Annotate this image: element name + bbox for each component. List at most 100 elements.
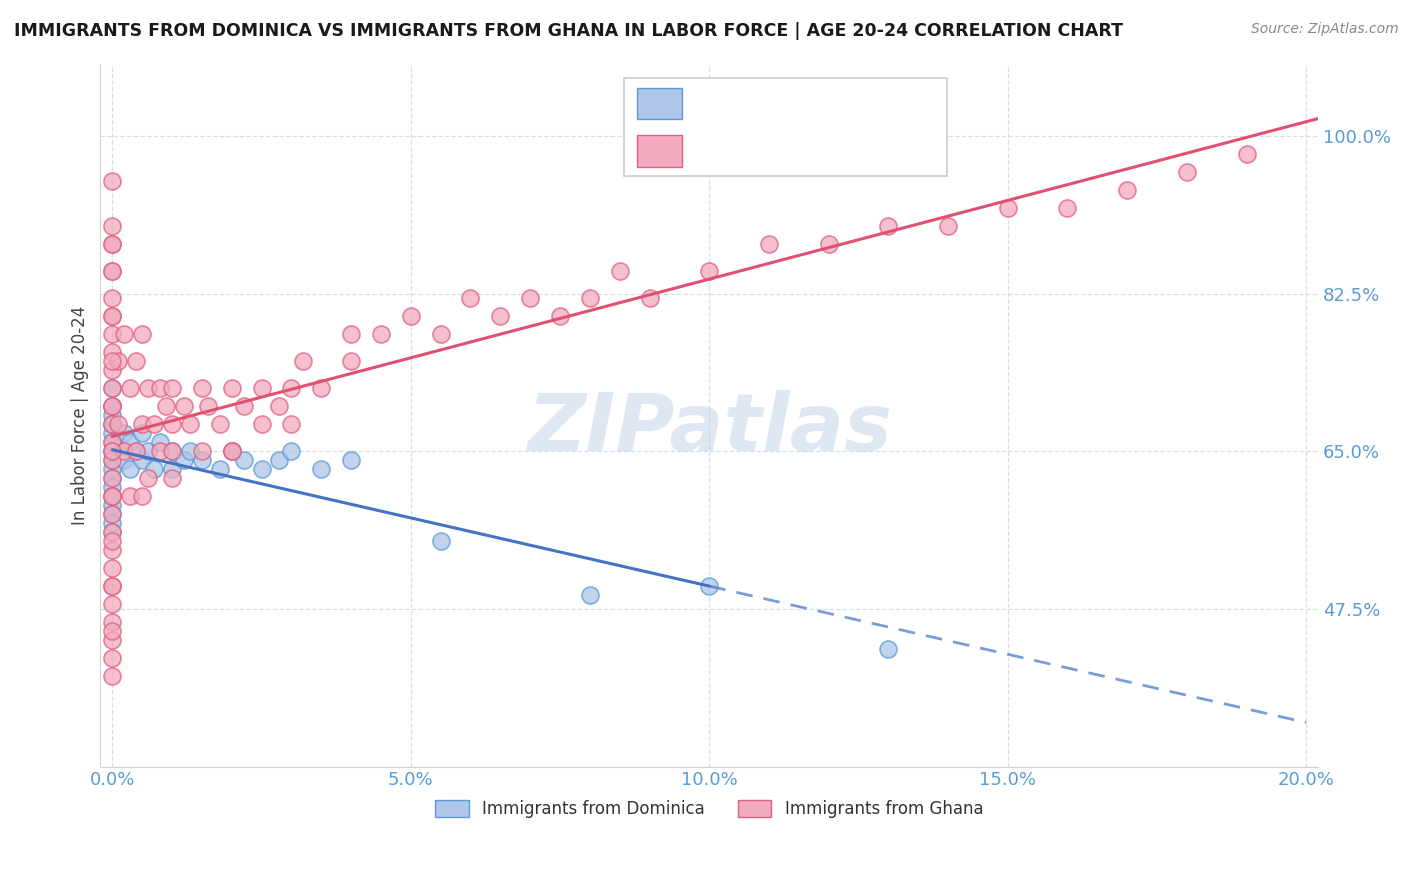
Point xyxy=(101,417,124,432)
Point xyxy=(101,489,124,503)
Point xyxy=(160,381,183,395)
Point xyxy=(112,327,135,342)
Point xyxy=(221,381,243,395)
Point xyxy=(280,444,302,458)
Point xyxy=(519,291,541,305)
Point xyxy=(101,363,124,377)
Point xyxy=(101,435,124,450)
Point xyxy=(125,444,148,458)
Point xyxy=(125,444,148,458)
Point xyxy=(160,462,183,476)
Point xyxy=(101,399,124,413)
Point xyxy=(340,453,363,467)
Point xyxy=(131,453,153,467)
Point xyxy=(101,417,124,432)
Point xyxy=(817,237,839,252)
Point xyxy=(143,417,166,432)
Point xyxy=(131,417,153,432)
Point xyxy=(101,264,124,278)
Point xyxy=(221,444,243,458)
Point xyxy=(1116,183,1139,197)
Point xyxy=(101,453,124,467)
Point xyxy=(101,624,124,639)
Point xyxy=(101,237,124,252)
Point xyxy=(208,462,231,476)
Point xyxy=(101,516,124,531)
Point xyxy=(149,435,172,450)
Point xyxy=(1056,201,1078,215)
Point xyxy=(173,399,195,413)
Point xyxy=(131,489,153,503)
Point xyxy=(120,462,142,476)
Point xyxy=(101,579,124,593)
Point xyxy=(340,354,363,368)
Point xyxy=(101,561,124,575)
Point xyxy=(149,444,172,458)
Point xyxy=(160,471,183,485)
Point xyxy=(101,444,124,458)
Point xyxy=(429,327,451,342)
Point xyxy=(101,508,124,522)
Point xyxy=(101,669,124,683)
Point xyxy=(101,489,124,503)
Point xyxy=(697,264,720,278)
Point xyxy=(101,444,124,458)
Point xyxy=(173,453,195,467)
Point xyxy=(340,327,363,342)
Point xyxy=(120,489,142,503)
Point xyxy=(101,462,124,476)
Point xyxy=(160,444,183,458)
Point xyxy=(221,444,243,458)
Point xyxy=(548,310,571,324)
Point xyxy=(280,417,302,432)
Point xyxy=(191,453,214,467)
Point xyxy=(489,310,512,324)
Point xyxy=(101,525,124,540)
Point xyxy=(107,354,129,368)
Point xyxy=(579,589,602,603)
Point xyxy=(101,435,124,450)
Point xyxy=(131,327,153,342)
Point xyxy=(112,426,135,441)
Point xyxy=(131,426,153,441)
Point xyxy=(179,444,201,458)
Point xyxy=(429,534,451,549)
Point xyxy=(101,417,124,432)
Point xyxy=(101,399,124,413)
Point xyxy=(179,417,201,432)
Point xyxy=(101,489,124,503)
Point xyxy=(250,381,273,395)
Point xyxy=(101,615,124,630)
Point xyxy=(143,462,166,476)
Point xyxy=(101,525,124,540)
Point xyxy=(125,354,148,368)
Point xyxy=(936,219,959,234)
Point xyxy=(149,381,172,395)
Point xyxy=(101,508,124,522)
Point xyxy=(101,310,124,324)
Point xyxy=(101,444,124,458)
Point xyxy=(155,399,177,413)
Point xyxy=(399,310,422,324)
Point xyxy=(101,633,124,648)
Point xyxy=(101,174,124,188)
Y-axis label: In Labor Force | Age 20-24: In Labor Force | Age 20-24 xyxy=(72,306,89,524)
Point xyxy=(579,291,602,305)
Point xyxy=(101,219,124,234)
Point xyxy=(160,444,183,458)
Point xyxy=(208,417,231,432)
Point xyxy=(609,264,631,278)
Point xyxy=(309,381,332,395)
Point xyxy=(112,453,135,467)
Point xyxy=(232,453,254,467)
Point xyxy=(101,453,124,467)
Text: Source: ZipAtlas.com: Source: ZipAtlas.com xyxy=(1251,22,1399,37)
Point xyxy=(101,264,124,278)
Point xyxy=(120,435,142,450)
Point xyxy=(638,291,661,305)
Point xyxy=(1175,165,1198,179)
Point xyxy=(191,381,214,395)
Point xyxy=(697,579,720,593)
Point xyxy=(101,651,124,665)
Point xyxy=(101,291,124,305)
